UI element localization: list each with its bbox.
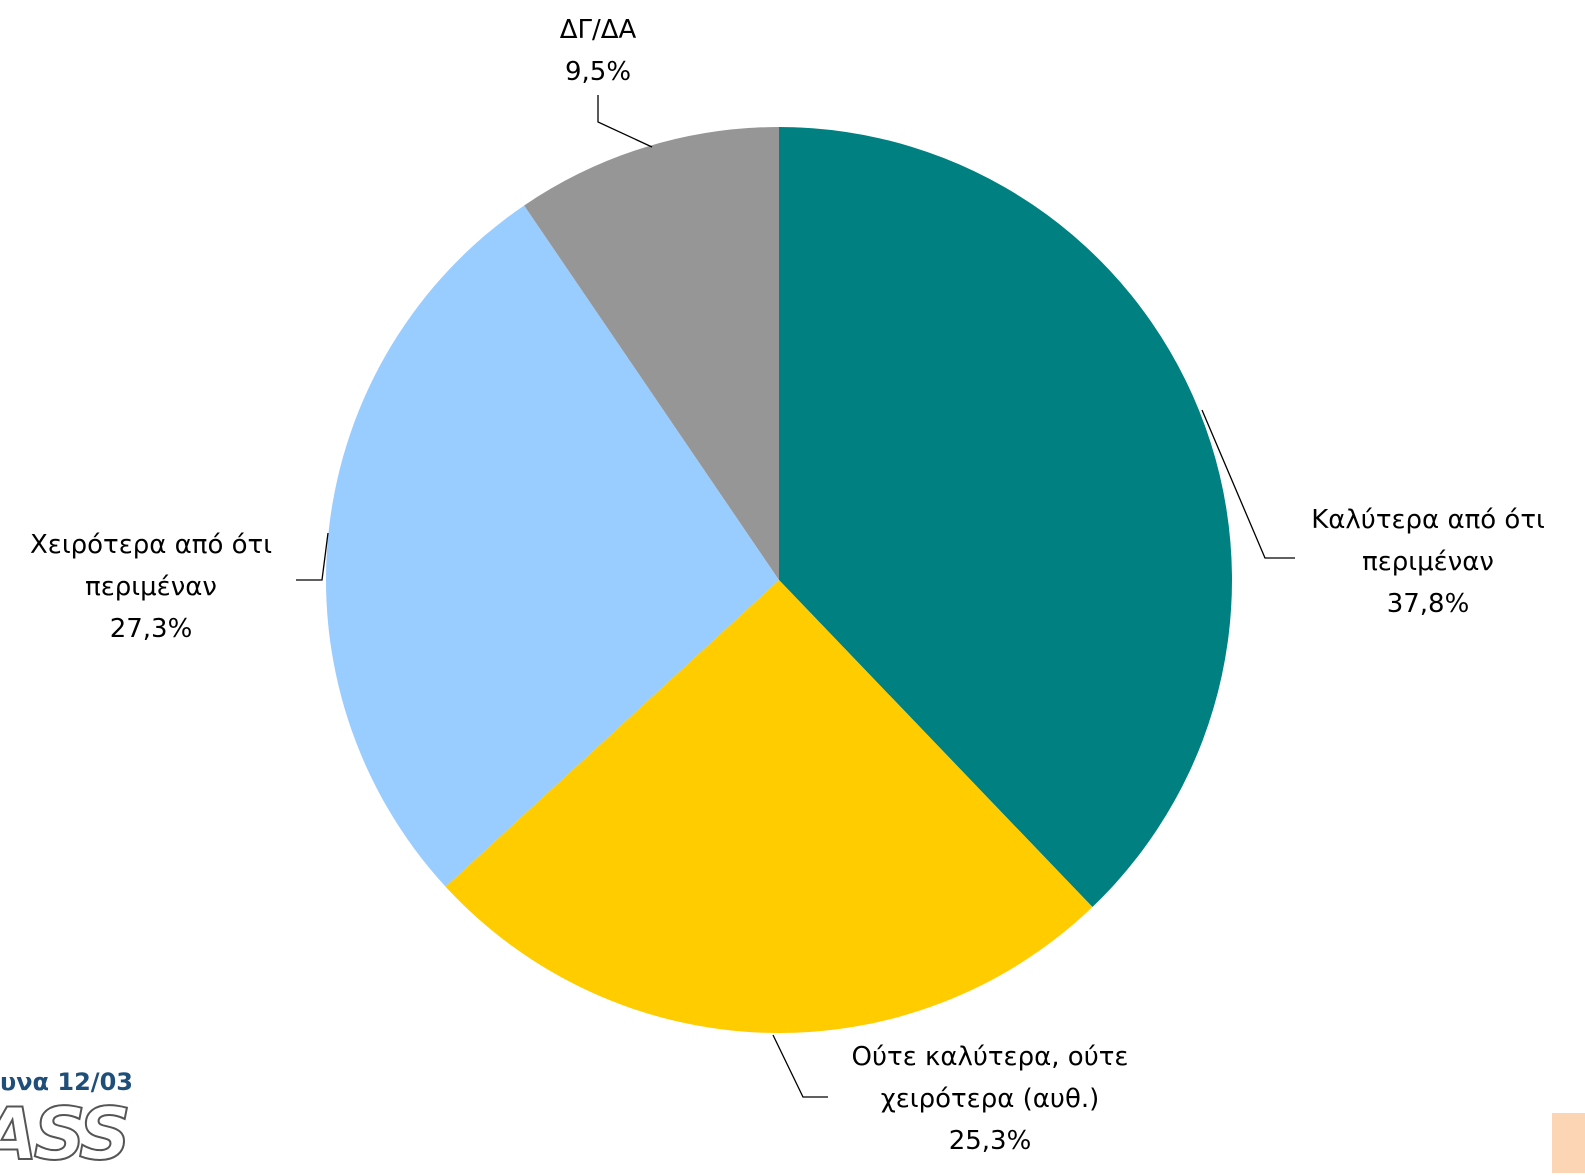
leader-line: [296, 532, 329, 581]
pie-slice: [524, 127, 779, 580]
leader-line: [772, 1034, 828, 1098]
logo: ASS: [0, 1092, 132, 1176]
category-label: Χειρότερα από ότι περιμέναν: [29, 530, 272, 602]
slice-label: Χειρότερα από ότι περιμέναν 27,3%: [0, 524, 302, 650]
value-label: 9,5%: [564, 57, 632, 87]
value-label: 37,8%: [1386, 589, 1470, 619]
category-label: Καλύτερα από ότι περιμέναν: [1311, 505, 1545, 577]
value-label: 27,3%: [109, 614, 193, 644]
pie-slice: [326, 205, 779, 887]
slice-label: Ούτε καλύτερα, ούτε χειρότερα (αυθ.) 25,3…: [820, 1036, 1160, 1162]
date-text: υνα 12/03: [0, 1068, 133, 1096]
slice-label: Καλύτερα από ότι περιμέναν 37,8%: [1278, 499, 1578, 625]
pie-slice: [779, 127, 1233, 908]
category-label: ΔΓ/ΔΑ: [559, 15, 637, 45]
leader-line: [597, 95, 653, 148]
pie-slice: [445, 580, 1093, 1033]
leader-line: [1201, 409, 1295, 559]
category-label: Ούτε καλύτερα, ούτε χειρότερα (αυθ.): [851, 1042, 1129, 1114]
slice-label: ΔΓ/ΔΑ 9,5%: [498, 9, 698, 93]
corner-decoration: [1552, 1113, 1585, 1173]
value-label: 25,3%: [948, 1126, 1032, 1156]
